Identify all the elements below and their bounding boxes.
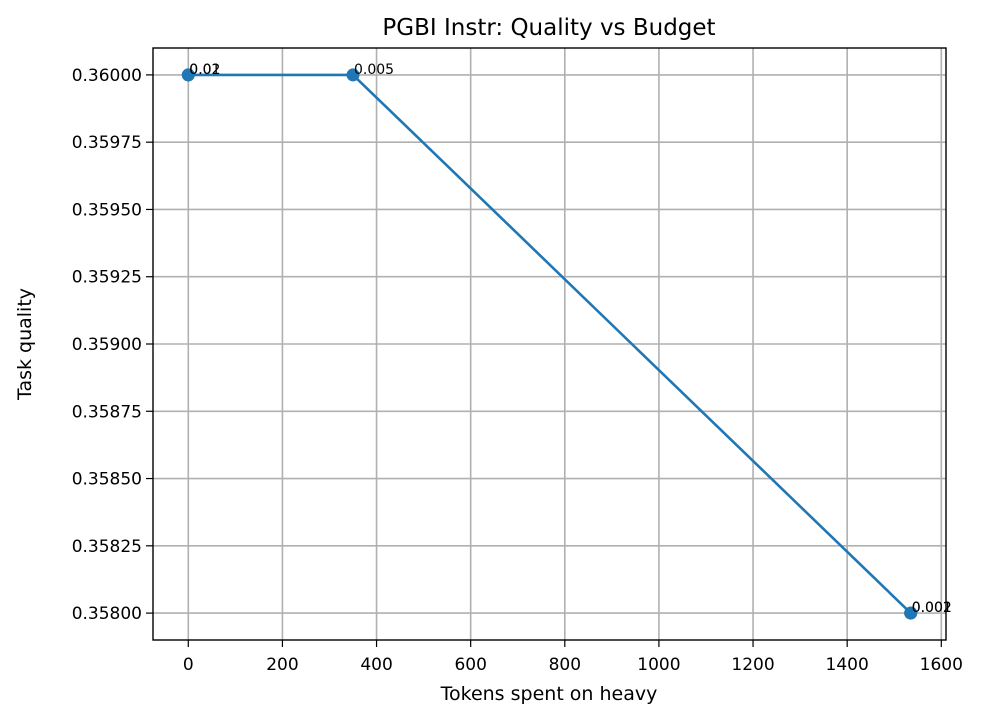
chart-title: PGBI Instr: Quality vs Budget [382,15,715,41]
grid-layer [153,48,946,640]
point-label: 0.001 [912,600,952,616]
y-tick-label: 0.35950 [72,200,142,220]
point-label: 0.02 [189,62,220,78]
y-tick-label: 0.35975 [72,133,142,153]
x-tick-label: 1400 [826,655,869,675]
data-point [181,68,195,82]
x-tick-label: 600 [454,655,486,675]
x-tick-label: 200 [266,655,298,675]
point-label: 0.01 [189,62,220,78]
x-tick-label: 0 [183,655,194,675]
x-tick-label: 800 [549,655,581,675]
x-tick-label: 1600 [920,655,963,675]
y-tick-label: 0.35900 [72,335,142,355]
data-point [346,68,360,82]
data-point [904,606,918,620]
x-tick-label: 1000 [637,655,680,675]
ticks-layer: 0 200 400 600 800 1000 1200 1400 1600 0.35800 0.35… [72,66,963,675]
y-tick-label: 0.35850 [72,470,142,490]
data-points-layer [181,68,918,620]
y-tick-label: 0.36000 [72,66,142,86]
x-axis-label: Tokens spent on heavy [440,683,658,705]
y-tick-label: 0.35875 [72,402,142,422]
y-tick-label: 0.35825 [72,537,142,557]
point-label: 0.005 [354,62,394,78]
y-tick-label: 0.35925 [72,268,142,288]
x-tick-label: 400 [360,655,392,675]
y-axis-label: Task quality [14,288,36,401]
x-tick-label: 1200 [731,655,774,675]
point-label: 0.002 [912,600,952,616]
y-tick-label: 0.35800 [72,604,142,624]
